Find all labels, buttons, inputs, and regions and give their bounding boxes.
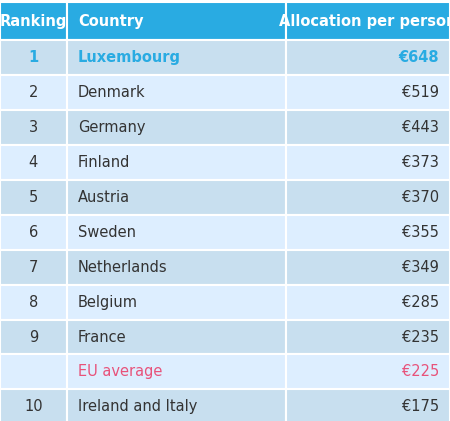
Text: €370: €370 (401, 190, 439, 205)
Text: Luxembourg: Luxembourg (78, 50, 181, 65)
Text: €373: €373 (402, 155, 439, 170)
Text: 4: 4 (29, 155, 38, 170)
Text: Finland: Finland (78, 155, 130, 170)
Text: €349: €349 (402, 260, 439, 274)
FancyBboxPatch shape (286, 2, 450, 40)
Text: 3: 3 (29, 120, 38, 135)
FancyBboxPatch shape (0, 320, 67, 354)
Text: 7: 7 (29, 260, 38, 274)
Text: 8: 8 (29, 295, 38, 309)
Text: 5: 5 (29, 190, 38, 205)
FancyBboxPatch shape (67, 389, 286, 421)
FancyBboxPatch shape (67, 40, 286, 75)
FancyBboxPatch shape (286, 250, 450, 285)
Text: Allocation per person: Allocation per person (279, 13, 450, 29)
FancyBboxPatch shape (0, 2, 67, 40)
FancyBboxPatch shape (67, 215, 286, 250)
FancyBboxPatch shape (0, 285, 67, 320)
FancyBboxPatch shape (67, 320, 286, 354)
FancyBboxPatch shape (286, 354, 450, 389)
Text: Denmark: Denmark (78, 85, 145, 100)
Text: €355: €355 (402, 225, 439, 240)
FancyBboxPatch shape (0, 75, 67, 110)
Text: €443: €443 (402, 120, 439, 135)
Text: €519: €519 (402, 85, 439, 100)
Text: 6: 6 (29, 225, 38, 240)
FancyBboxPatch shape (67, 2, 286, 40)
FancyBboxPatch shape (67, 354, 286, 389)
Text: Belgium: Belgium (78, 295, 138, 309)
FancyBboxPatch shape (286, 215, 450, 250)
FancyBboxPatch shape (67, 110, 286, 145)
FancyBboxPatch shape (67, 285, 286, 320)
Text: 2: 2 (29, 85, 38, 100)
Text: Austria: Austria (78, 190, 130, 205)
Text: 1: 1 (28, 50, 38, 65)
Text: EU average: EU average (78, 365, 162, 379)
FancyBboxPatch shape (0, 354, 67, 389)
Text: 10: 10 (24, 400, 43, 414)
FancyBboxPatch shape (286, 40, 450, 75)
Text: €285: €285 (401, 295, 439, 309)
Text: €175: €175 (401, 400, 439, 414)
Text: €235: €235 (402, 330, 439, 344)
Text: France: France (78, 330, 126, 344)
FancyBboxPatch shape (0, 40, 67, 75)
Text: Germany: Germany (78, 120, 145, 135)
FancyBboxPatch shape (286, 389, 450, 421)
FancyBboxPatch shape (67, 145, 286, 180)
Text: 9: 9 (29, 330, 38, 344)
FancyBboxPatch shape (286, 180, 450, 215)
FancyBboxPatch shape (67, 250, 286, 285)
FancyBboxPatch shape (67, 75, 286, 110)
Text: Ranking: Ranking (0, 13, 67, 29)
FancyBboxPatch shape (0, 145, 67, 180)
FancyBboxPatch shape (67, 180, 286, 215)
Text: Country: Country (78, 13, 144, 29)
Text: €648: €648 (398, 50, 439, 65)
FancyBboxPatch shape (0, 250, 67, 285)
FancyBboxPatch shape (286, 75, 450, 110)
Text: Netherlands: Netherlands (78, 260, 167, 274)
Text: €225: €225 (401, 365, 439, 379)
FancyBboxPatch shape (286, 285, 450, 320)
FancyBboxPatch shape (286, 320, 450, 354)
FancyBboxPatch shape (0, 110, 67, 145)
FancyBboxPatch shape (286, 110, 450, 145)
FancyBboxPatch shape (0, 389, 67, 421)
FancyBboxPatch shape (0, 180, 67, 215)
FancyBboxPatch shape (0, 215, 67, 250)
Text: Ireland and Italy: Ireland and Italy (78, 400, 197, 414)
FancyBboxPatch shape (286, 145, 450, 180)
Text: Sweden: Sweden (78, 225, 136, 240)
